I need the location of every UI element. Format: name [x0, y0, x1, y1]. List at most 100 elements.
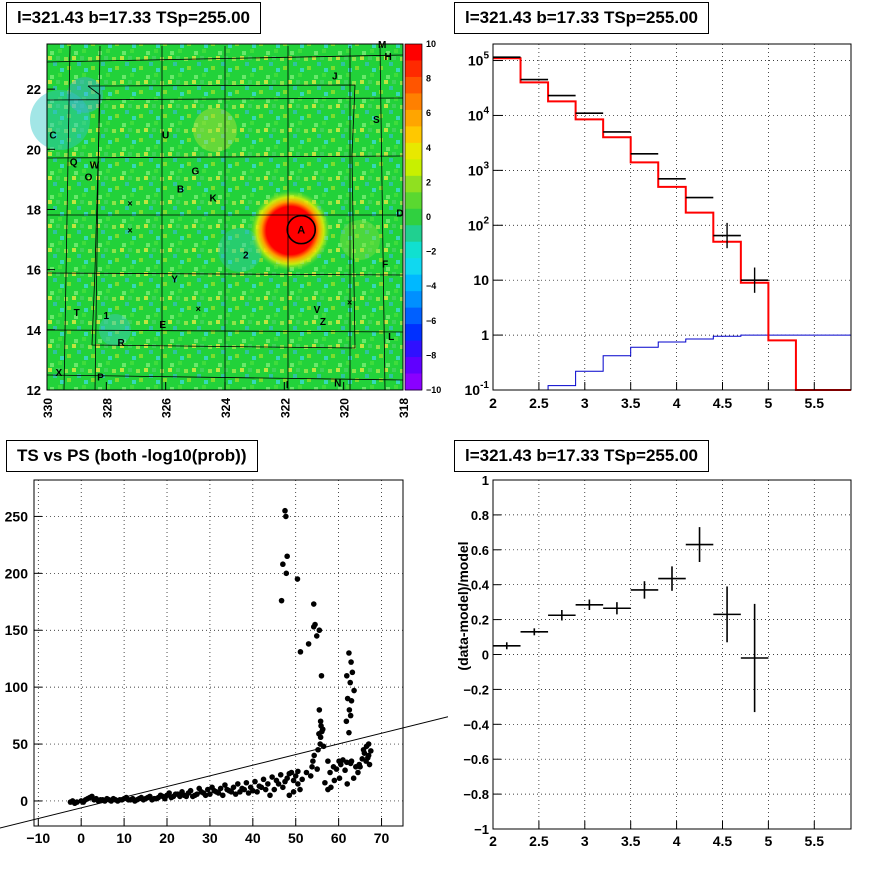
- skymap-patch: [340, 220, 380, 260]
- scatter-point: [351, 687, 357, 694]
- x-tick-label: 0: [77, 830, 85, 846]
- scatter-point: [271, 786, 278, 793]
- skymap-panel: A M H J S C U Q W G O B K D 2 F Y T 1 V Z E L R X P I N × × × × 330 328 32…: [0, 0, 448, 436]
- colorbar-tick-label: −8: [426, 350, 436, 360]
- y-tick-label: 22: [27, 82, 41, 97]
- scatter-chart[interactable]: −10 0 10 20 30 40 50 60 70 0 50 100 150 200 250: [0, 436, 448, 872]
- colorbar-cell: [405, 175, 422, 193]
- scatter-point: [337, 761, 344, 768]
- scatter-point: [243, 779, 250, 786]
- map-cross-marker: ×: [127, 198, 132, 208]
- x-tick-label: 3: [581, 395, 589, 411]
- x-tick-label: 20: [159, 830, 175, 846]
- scatter-point: [316, 627, 323, 634]
- x-tick-label: 3.5: [621, 395, 641, 411]
- scatter-point: [305, 641, 312, 647]
- colorbar-tick-label: 8: [426, 74, 431, 84]
- scatter-point: [192, 792, 198, 799]
- scatter-point: [127, 797, 134, 803]
- scatter-point: [219, 792, 226, 799]
- spectrum-chart[interactable]: 2 2.5 3 3.5 4 4.5 5 5.5 10-1 1 10 102 103 104 105: [448, 0, 896, 436]
- scatter-point: [97, 797, 104, 803]
- colorbar-cell: [405, 340, 422, 358]
- colorbar-cell: [405, 258, 422, 276]
- map-coord-line: [46, 54, 404, 63]
- map-source-label: H: [385, 52, 392, 63]
- scatter-point: [174, 791, 181, 797]
- total-model-line: [493, 57, 851, 391]
- source-blob: [250, 190, 331, 271]
- colorbar-cell: [405, 159, 422, 177]
- skymap-patch: [67, 77, 103, 113]
- threshold-line: [0, 716, 448, 829]
- scatter-point: [325, 758, 331, 764]
- scatter-point: [313, 633, 320, 639]
- scatter-point: [283, 513, 289, 520]
- map-source-label: W: [90, 160, 100, 171]
- scatter-point: [343, 672, 350, 679]
- x-tick-label: 30: [202, 830, 218, 846]
- x-tick-label: 320: [338, 398, 352, 418]
- scatter-point: [366, 761, 373, 768]
- scatter-point: [295, 768, 301, 775]
- map-source-label: E: [159, 320, 166, 331]
- y-tick-label: 18: [27, 202, 41, 217]
- map-source-label: M: [378, 40, 386, 51]
- colorbar-cell: [405, 291, 422, 309]
- x-tick-label: 60: [331, 830, 347, 846]
- skymap-chart[interactable]: A MH J S C U Q W G O B K D 2 F Y T 1 VZ E L R X P I N × × × × 330 328 32…: [0, 0, 448, 436]
- y-tick-label: 250: [5, 508, 29, 524]
- x-tick-label: 4: [673, 833, 681, 849]
- colorbar-tick-label: 10: [426, 39, 436, 49]
- map-source-label: G: [191, 166, 199, 177]
- scatter-point: [252, 778, 258, 785]
- scatter-point: [280, 784, 286, 791]
- scatter-point: [67, 799, 74, 805]
- y-tick-label: 20: [27, 142, 41, 157]
- colorbar-cell: [405, 241, 422, 259]
- colorbar-tick-label: −4: [426, 281, 436, 291]
- y-tick-label: 103: [468, 160, 490, 178]
- map-coord-line: [379, 45, 386, 391]
- roi-boundary: [87, 84, 356, 349]
- scatter-point: [71, 800, 78, 807]
- map-cross-marker: ×: [347, 298, 352, 308]
- y-tick-label: 102: [468, 215, 490, 233]
- scatter-point: [204, 786, 211, 793]
- x-tick-label: 4: [673, 395, 681, 411]
- map-source-label: P: [97, 372, 104, 383]
- scatter-point: [297, 649, 304, 655]
- scatter-point: [84, 795, 91, 802]
- source-label: A: [297, 225, 305, 237]
- y-tick-label: 14: [27, 323, 42, 338]
- scatter-point: [286, 792, 293, 799]
- scatter-point: [140, 797, 147, 803]
- map-source-label: I: [286, 380, 289, 391]
- y-tick-label: 100: [5, 679, 29, 695]
- scatter-point: [318, 672, 325, 679]
- x-tick-label: 5.5: [805, 395, 825, 411]
- residual-panel: 2 2.5 3 3.5 4 4.5 5 5.5 1 0.8 0.6 0.4 0.2 0 −0.2 −0.4 −0…: [448, 436, 896, 872]
- scatter-point: [179, 789, 185, 795]
- colorbar-cell: [405, 126, 422, 144]
- scatter-point: [110, 795, 117, 802]
- scatter-point: [346, 707, 353, 713]
- map-source-label: F: [382, 260, 388, 271]
- residual-chart[interactable]: 2 2.5 3 3.5 4 4.5 5 5.5 1 0.8 0.6 0.4 0.2 0 −0.2 −0.4 −0…: [448, 436, 896, 872]
- scatter-point: [356, 761, 363, 768]
- scatter-point: [368, 748, 374, 754]
- background-model-line: [493, 334, 851, 391]
- scatter-point: [209, 784, 215, 791]
- scatter-point: [346, 650, 352, 656]
- y-tick-label: −0.6: [463, 752, 489, 767]
- scatter-point: [196, 785, 202, 792]
- scatter-point: [316, 707, 323, 713]
- y-tick-label: 10-1: [465, 380, 490, 398]
- x-tick-label: 2: [489, 833, 497, 849]
- map-source-label: S: [373, 115, 380, 126]
- scatter-point: [317, 734, 324, 741]
- scatter-point: [278, 597, 285, 604]
- colorbar-cell: [405, 307, 422, 325]
- scatter-point: [310, 758, 316, 764]
- colorbar-cell: [405, 109, 422, 127]
